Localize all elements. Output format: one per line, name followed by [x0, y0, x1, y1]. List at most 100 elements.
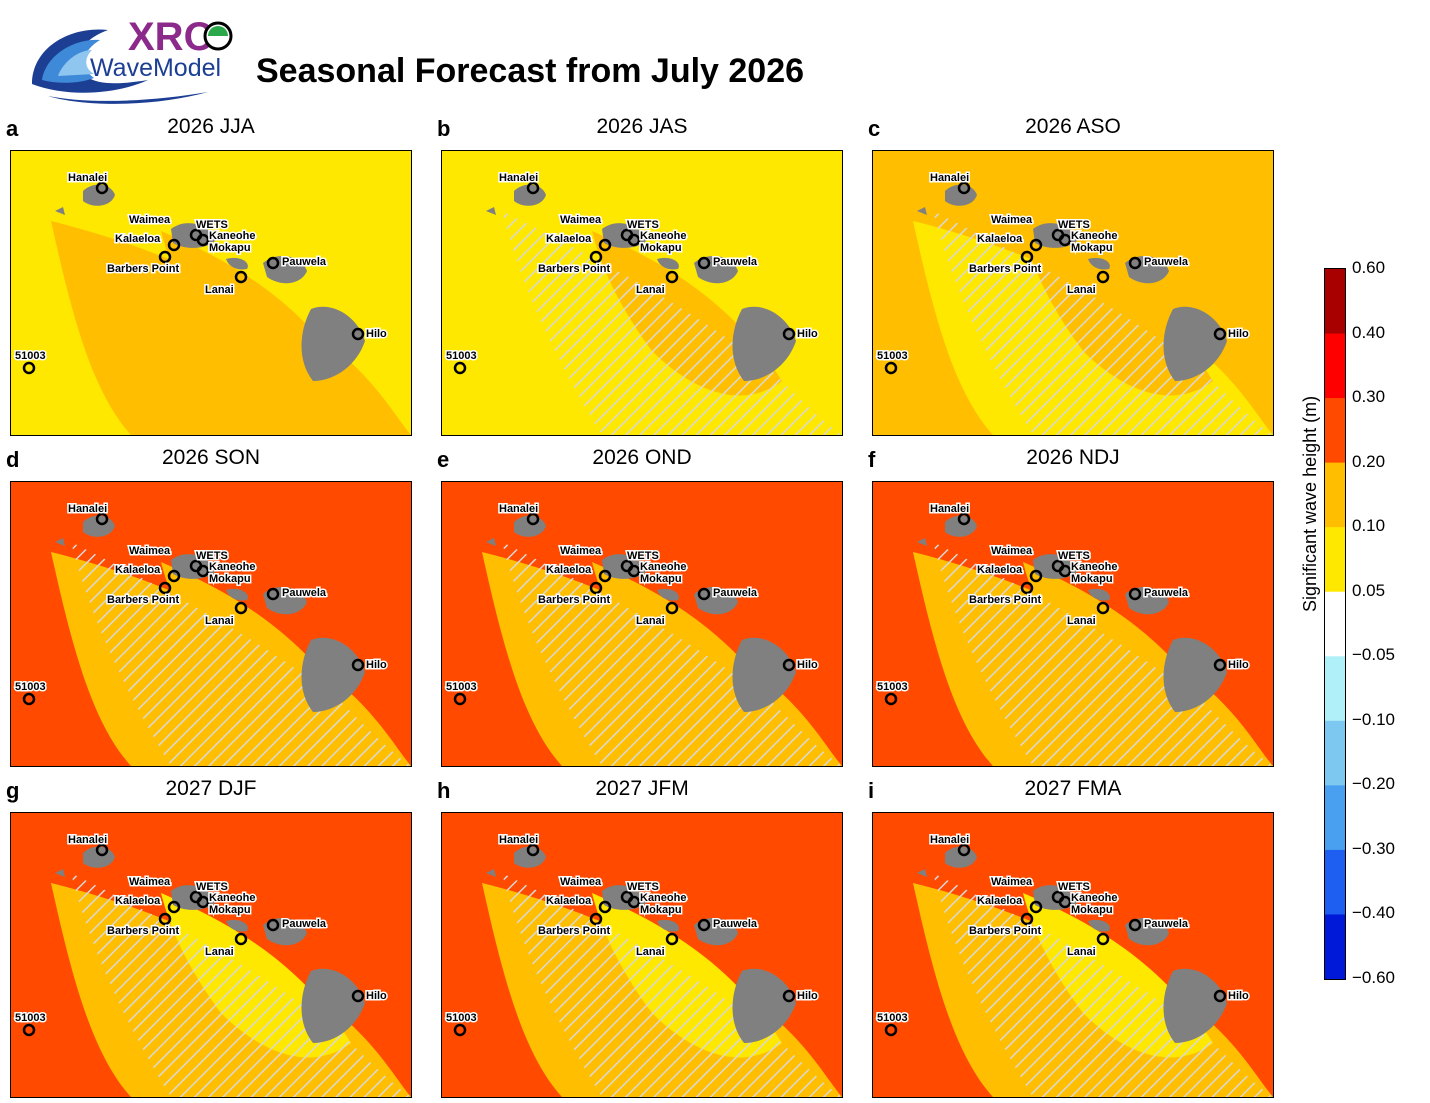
station-label: Barbers Point — [538, 594, 610, 606]
station-marker — [167, 238, 181, 252]
colorbar-tick-label: −0.30 — [1352, 838, 1396, 858]
island-hawaii — [732, 306, 796, 381]
forecast-map-c: Hanalei Waimea WETS Kalaeloa Kaneohe Mokapu Ba… — [872, 150, 1274, 436]
station-label: Hanalei — [68, 172, 107, 184]
colorbar-segment — [1325, 462, 1345, 528]
station-marker — [627, 895, 641, 909]
station-marker — [351, 658, 365, 672]
panel-letter: a — [6, 116, 19, 141]
station-label: Hilo — [366, 328, 387, 340]
station-label: 51003 — [15, 350, 46, 362]
forecast-map-e: Hanalei Waimea WETS Kalaeloa Kaneohe Mokapu Ba… — [441, 481, 843, 767]
panel-title: 2026 JAS — [596, 115, 688, 138]
colorbar-tick-label: −0.40 — [1352, 903, 1396, 922]
island-maui — [263, 918, 307, 946]
station-marker — [589, 912, 603, 926]
panel-title: 2026 ASO — [1025, 115, 1121, 138]
station-marker — [598, 238, 612, 252]
station-marker — [782, 989, 796, 1003]
station-marker — [627, 564, 641, 578]
station-label: Kaneohe — [640, 230, 686, 242]
station-marker — [196, 233, 210, 247]
station-marker — [196, 895, 210, 909]
station-marker — [665, 270, 679, 284]
station-marker — [697, 256, 711, 270]
station-label: Hilo — [1228, 328, 1249, 340]
island-oahu — [602, 885, 648, 910]
station-label: Lanai — [636, 284, 665, 296]
station-marker — [453, 361, 467, 375]
station-marker — [266, 918, 280, 932]
island-maui — [1125, 256, 1169, 284]
station-marker — [589, 581, 603, 595]
station-label: Waimea — [991, 214, 1033, 226]
station-marker — [234, 601, 248, 615]
station-label: WETS — [196, 550, 228, 562]
station-marker — [158, 581, 172, 595]
colorbar-tick-label: 0.05 — [1352, 580, 1386, 600]
panel-title: 2026 NDJ — [1026, 446, 1120, 469]
panel-letter: e — [437, 447, 450, 472]
island-oahu — [171, 223, 217, 248]
island-maui — [263, 587, 307, 615]
panel-letter: i — [868, 778, 875, 803]
island-molokai — [226, 919, 248, 932]
station-label: Hanalei — [499, 503, 538, 515]
station-marker — [1213, 658, 1227, 672]
station-label: Mokapu — [1071, 242, 1113, 254]
station-label: Mokapu — [209, 573, 251, 585]
station-label: Hanalei — [499, 834, 538, 846]
station-label: Kaneohe — [1071, 892, 1117, 904]
station-marker — [167, 569, 181, 583]
station-marker — [1213, 327, 1227, 341]
island-oahu — [1033, 223, 1079, 248]
station-label: WETS — [1058, 881, 1090, 893]
station-label: Waimea — [129, 214, 171, 226]
station-marker — [598, 900, 612, 914]
station-marker — [167, 900, 181, 914]
station-marker — [665, 601, 679, 615]
colorbar-tick-label: 0.40 — [1352, 322, 1386, 342]
island-hawaii — [1163, 306, 1227, 381]
island-niihau — [55, 869, 65, 877]
station-label: Lanai — [205, 946, 234, 958]
station-marker — [957, 512, 971, 526]
forecast-map-a: Hanalei Waimea WETS Kalaeloa Kaneohe Mokapu Ba… — [10, 150, 412, 436]
station-label: Barbers Point — [538, 263, 610, 275]
station-marker — [665, 932, 679, 946]
station-marker — [351, 989, 365, 1003]
station-marker — [697, 587, 711, 601]
station-label: Lanai — [636, 946, 665, 958]
station-marker — [884, 1023, 898, 1037]
station-marker — [95, 181, 109, 195]
page-title: Seasonal Forecast from July 2026 — [256, 52, 805, 90]
station-label: Kaneohe — [1071, 561, 1117, 573]
station-marker — [782, 327, 796, 341]
station-label: Kalaeloa — [546, 895, 592, 907]
station-marker — [95, 512, 109, 526]
logo-xro-text: XRO — [128, 15, 215, 59]
island-oahu — [171, 554, 217, 579]
station-label: Lanai — [205, 284, 234, 296]
island-molokai — [657, 588, 679, 601]
station-marker — [782, 658, 796, 672]
station-label: 51003 — [446, 350, 477, 362]
station-label: Kaneohe — [640, 892, 686, 904]
panel-letter: b — [437, 116, 451, 141]
station-marker — [1029, 238, 1043, 252]
station-label: Lanai — [205, 615, 234, 627]
station-label: 51003 — [15, 681, 46, 693]
colorbar-segment — [1325, 720, 1345, 786]
forecast-map-i: Hanalei Waimea WETS Kalaeloa Kaneohe Mokapu Ba… — [872, 812, 1274, 1098]
island-molokai — [226, 588, 248, 601]
station-marker — [158, 912, 172, 926]
forecast-map-g: Hanalei Waimea WETS Kalaeloa Kaneohe Mokapu Ba… — [10, 812, 412, 1098]
station-marker — [22, 1023, 36, 1037]
island-maui — [694, 256, 738, 284]
colorbar-label: Significant wave height (m) — [1300, 395, 1320, 612]
station-marker — [627, 233, 641, 247]
island-molokai — [657, 919, 679, 932]
island-oahu — [1033, 885, 1079, 910]
island-niihau — [55, 207, 65, 215]
panel-letter: g — [6, 778, 20, 803]
